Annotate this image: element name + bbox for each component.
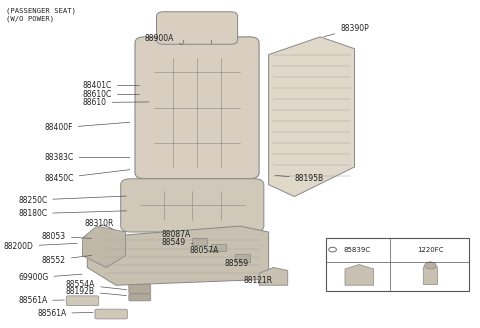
FancyBboxPatch shape — [129, 294, 151, 301]
Text: (PASSENGER SEAT)
(W/O POWER): (PASSENGER SEAT) (W/O POWER) — [6, 8, 76, 22]
Text: 88250C: 88250C — [18, 195, 127, 205]
Polygon shape — [211, 244, 226, 251]
Text: 88057A: 88057A — [190, 246, 219, 255]
Text: 85839C: 85839C — [344, 247, 371, 253]
FancyBboxPatch shape — [423, 267, 438, 285]
Text: 88310R: 88310R — [85, 219, 114, 229]
Text: 1220FC: 1220FC — [417, 247, 444, 253]
Polygon shape — [345, 264, 373, 285]
Text: 88561A: 88561A — [37, 309, 93, 318]
Text: 88383C: 88383C — [44, 153, 130, 162]
Polygon shape — [235, 254, 250, 261]
Text: 88610: 88610 — [83, 98, 149, 107]
Text: 69900G: 69900G — [18, 273, 82, 282]
Text: 88900A: 88900A — [144, 34, 182, 44]
Text: 88200D: 88200D — [4, 242, 77, 251]
FancyBboxPatch shape — [66, 296, 99, 306]
Text: 88610C: 88610C — [83, 90, 139, 99]
FancyBboxPatch shape — [156, 12, 238, 44]
Text: 88195B: 88195B — [275, 174, 324, 183]
Text: 88087A: 88087A — [161, 230, 196, 239]
FancyBboxPatch shape — [95, 309, 127, 319]
Text: 88549: 88549 — [161, 238, 193, 247]
Text: 88450C: 88450C — [44, 170, 130, 183]
Text: 88400F: 88400F — [44, 122, 130, 133]
Bar — [326, 238, 469, 291]
Text: 88554A: 88554A — [66, 280, 127, 290]
Text: 88561A: 88561A — [18, 296, 64, 305]
Text: 88180C: 88180C — [18, 209, 127, 218]
Text: 88390P: 88390P — [324, 24, 369, 37]
Polygon shape — [259, 267, 288, 285]
FancyBboxPatch shape — [120, 179, 264, 232]
Text: 88121R: 88121R — [244, 276, 273, 285]
FancyBboxPatch shape — [129, 284, 151, 294]
Text: 88559: 88559 — [225, 259, 249, 268]
FancyBboxPatch shape — [135, 37, 259, 179]
Polygon shape — [192, 238, 206, 245]
Text: 88552: 88552 — [42, 256, 92, 265]
Circle shape — [425, 262, 436, 269]
Polygon shape — [269, 37, 355, 196]
Text: 88192B: 88192B — [66, 287, 127, 296]
Polygon shape — [87, 226, 269, 285]
Text: 88053: 88053 — [42, 232, 92, 241]
Polygon shape — [83, 226, 125, 267]
Text: 88401C: 88401C — [83, 81, 139, 90]
